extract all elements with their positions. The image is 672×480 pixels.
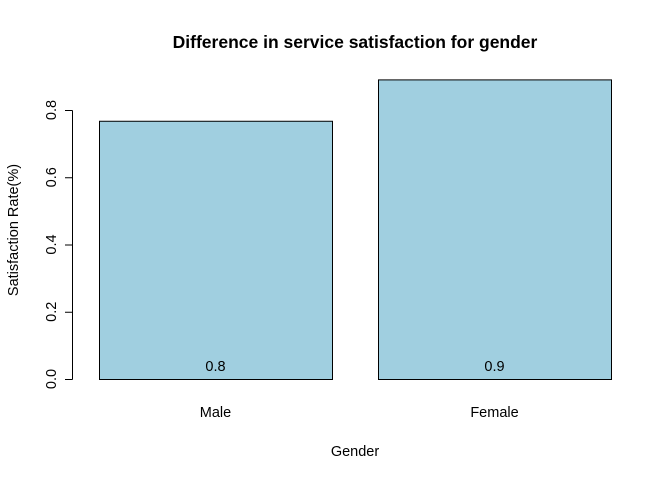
y-axis: 0.0 0.2 0.4 0.6 0.8 xyxy=(44,100,73,389)
y-tick-label-1: 0.2 xyxy=(44,302,60,322)
x-tick-label-male: Male xyxy=(200,405,231,421)
y-tick-label-4: 0.8 xyxy=(44,100,60,120)
bar-male xyxy=(99,120,333,380)
bar-female xyxy=(378,79,612,381)
x-tick-label-female: Female xyxy=(470,405,518,421)
y-tick-label-0: 0.0 xyxy=(44,369,60,389)
data-label-female: 0.9 xyxy=(484,359,504,375)
chart-title: Difference in service satisfaction for g… xyxy=(173,32,538,52)
y-axis-label: Satisfaction Rate(%) xyxy=(6,164,22,296)
x-axis-label: Gender xyxy=(331,444,380,460)
y-tick-label-3: 0.6 xyxy=(44,167,60,187)
plot-area: 0.8 Male 0.9 Female xyxy=(99,79,612,421)
y-tick-label-2: 0.4 xyxy=(44,234,60,254)
data-label-male: 0.8 xyxy=(205,359,225,375)
